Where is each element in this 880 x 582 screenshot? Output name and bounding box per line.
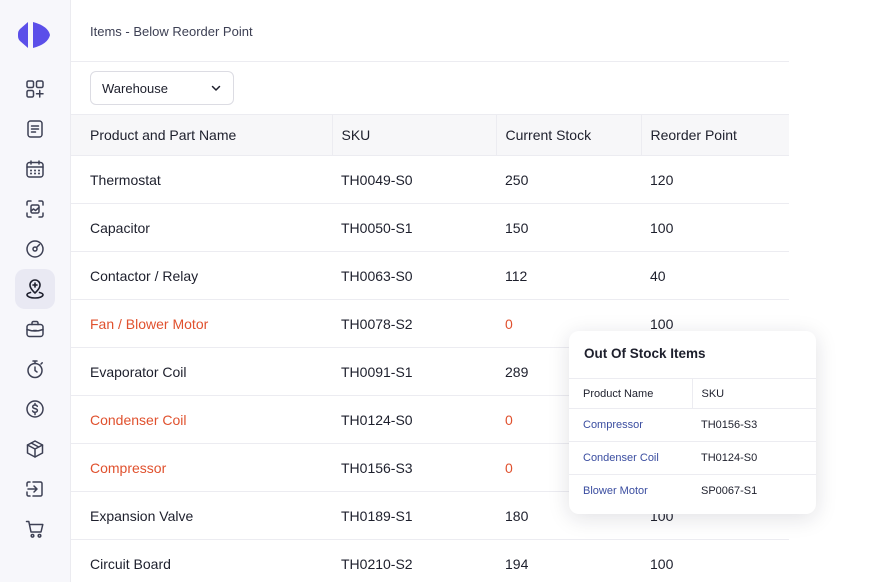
nav-location[interactable] (15, 269, 55, 309)
column-header: SKU (691, 378, 816, 409)
column-header: Product Name (569, 378, 692, 409)
sku-cell: TH0156-S3 (332, 443, 496, 492)
product-name-cell: Condenser Coil (71, 395, 332, 444)
nav-apps[interactable] (15, 69, 55, 109)
product-name-cell: Fan / Blower Motor (71, 299, 332, 348)
table-row[interactable]: Thermostat TH0049-S0 250 120 (71, 155, 789, 204)
sku-cell: TH0210-S2 (332, 539, 496, 582)
out-of-stock-popup: Out Of Stock Items Product Name SKU Comp… (569, 331, 816, 514)
warehouse-select-value: Warehouse (102, 80, 168, 96)
apps-grid-icon (26, 80, 44, 98)
sku-cell: TH0063-S0 (332, 251, 496, 300)
nav-cart[interactable] (15, 509, 55, 549)
page-title: Items - Below Reorder Point (90, 24, 253, 39)
nav-calendar[interactable] (15, 149, 55, 189)
location-pin-icon (26, 279, 44, 299)
product-link[interactable]: Condenser Coil (569, 441, 692, 475)
table-header-row: Product and Part Name SKU Current Stock … (71, 114, 789, 156)
nav-inventory[interactable] (15, 429, 55, 469)
product-name-cell: Circuit Board (71, 539, 332, 582)
reorder-point-cell: 100 (641, 539, 789, 582)
nav-documents[interactable] (15, 109, 55, 149)
table-row[interactable]: Contactor / Relay TH0063-S0 112 40 (71, 251, 789, 300)
reorder-point-cell: 100 (641, 203, 789, 252)
sku-cell: TH0124-S0 (692, 441, 816, 475)
warehouse-select[interactable]: Warehouse (90, 71, 234, 105)
sku-cell: TH0049-S0 (332, 155, 496, 204)
current-stock-cell: 112 (496, 251, 641, 300)
sku-cell: TH0050-S1 (332, 203, 496, 252)
sku-cell: TH0156-S3 (692, 408, 816, 442)
product-name-cell: Expansion Valve (71, 491, 332, 540)
column-header[interactable]: SKU (331, 114, 496, 156)
app-logo[interactable] (18, 18, 52, 52)
calendar-icon (26, 160, 44, 178)
stopwatch-icon (27, 360, 43, 379)
sku-cell: TH0091-S1 (332, 347, 496, 396)
popup-title: Out Of Stock Items (584, 346, 706, 361)
table-row[interactable]: Capacitor TH0050-S1 150 100 (71, 203, 789, 252)
chevron-down-icon (211, 85, 221, 91)
popup-row: Compressor TH0156-S3 (569, 408, 816, 442)
nav-finance[interactable] (15, 389, 55, 429)
scan-frame-icon (26, 200, 44, 218)
sku-cell: TH0124-S0 (332, 395, 496, 444)
column-header[interactable]: Reorder Point (640, 114, 789, 156)
product-name-cell: Contactor / Relay (71, 251, 332, 300)
sidebar (0, 0, 71, 582)
product-link[interactable]: Blower Motor (583, 485, 648, 498)
shopping-cart-icon (25, 520, 44, 538)
column-header[interactable]: Current Stock (495, 114, 641, 156)
current-stock-cell: 250 (496, 155, 641, 204)
product-name-cell: Thermostat (71, 155, 332, 204)
product-link[interactable]: Compressor (569, 408, 692, 442)
dollar-circle-icon (26, 400, 44, 418)
product-name-cell: Capacitor (71, 203, 332, 252)
reorder-point-cell: 40 (641, 251, 789, 300)
nav-timer[interactable] (15, 349, 55, 389)
document-icon (27, 120, 43, 138)
popup-header-row: Product Name SKU (569, 378, 816, 409)
popup-row: Blower Motor SP0067-S1 (569, 475, 816, 508)
nav-gauge[interactable] (15, 229, 55, 269)
product-name-cell: Compressor (71, 443, 332, 492)
sku-cell: TH0078-S2 (332, 299, 496, 348)
sku-cell: TH0189-S1 (332, 491, 496, 540)
box-icon (26, 440, 44, 458)
table-row-out-of-stock[interactable]: Fan / Blower Motor TH0078-S2 0 100 (71, 299, 789, 348)
out-of-stock-table: Product Name SKU Compressor TH0156-S3 Co… (569, 378, 816, 508)
nav-scan[interactable] (15, 189, 55, 229)
nav-briefcase[interactable] (15, 309, 55, 349)
popup-row: Condenser Coil TH0124-S0 (569, 441, 816, 475)
current-stock-cell: 150 (496, 203, 641, 252)
gauge-icon (26, 240, 44, 258)
sign-in-icon (26, 481, 43, 497)
briefcase-icon (26, 320, 44, 338)
nav-import[interactable] (15, 469, 55, 509)
header-divider (71, 61, 789, 62)
column-header[interactable]: Product and Part Name (71, 114, 332, 156)
product-name-cell: Evaporator Coil (71, 347, 332, 396)
table-row[interactable]: Circuit Board TH0210-S2 194 100 (71, 539, 789, 582)
current-stock-cell: 194 (496, 539, 641, 582)
sku-cell: SP0067-S1 (701, 485, 758, 498)
reorder-point-cell: 120 (641, 155, 789, 204)
